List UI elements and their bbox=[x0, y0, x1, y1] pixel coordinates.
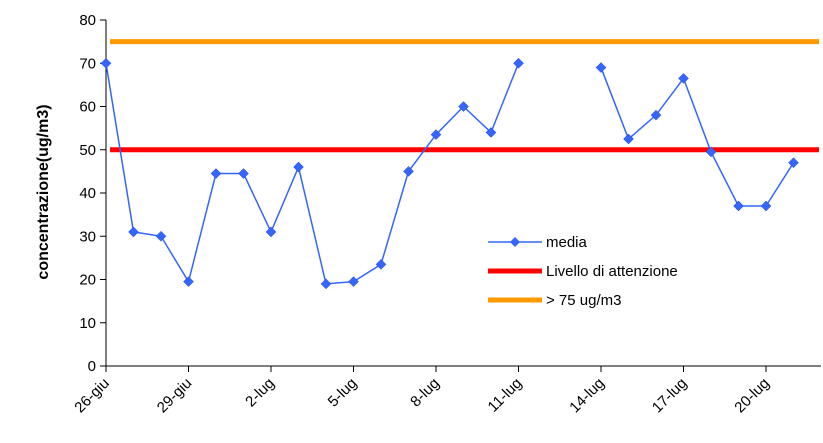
x-tick-label: 11-lug bbox=[485, 375, 526, 416]
data-point bbox=[265, 226, 277, 238]
y-tick-label: 60 bbox=[79, 99, 96, 116]
y-tick-label: 70 bbox=[79, 55, 96, 72]
data-point bbox=[320, 278, 332, 290]
data-point bbox=[458, 101, 469, 112]
data-point bbox=[595, 62, 607, 73]
data-point bbox=[183, 276, 194, 288]
data-point bbox=[348, 276, 359, 288]
legend: media Livello di attenzione > 75 ug/m3 bbox=[488, 234, 678, 309]
x-tick-label: 5-lug bbox=[325, 375, 361, 411]
y-axis: 0 10 20 30 40 50 60 70 80 bbox=[79, 12, 107, 375]
data-point bbox=[128, 226, 139, 238]
legend-label: > 75 ug/m3 bbox=[546, 292, 621, 309]
x-tick-label: 2-lug bbox=[242, 375, 278, 411]
y-tick-label: 80 bbox=[79, 12, 96, 29]
data-point bbox=[650, 109, 662, 121]
reference-lines bbox=[110, 39, 819, 153]
data-point bbox=[100, 57, 112, 69]
data-point bbox=[375, 259, 387, 270]
data-point bbox=[705, 146, 717, 158]
series-line-segment bbox=[105, 62, 520, 285]
legend-marker bbox=[510, 237, 520, 247]
y-tick-label: 0 bbox=[88, 358, 96, 375]
y-tick-label: 40 bbox=[79, 185, 96, 202]
x-tick-label: 14-lug bbox=[566, 375, 608, 417]
x-tick-label: 20-lug bbox=[731, 375, 773, 417]
y-tick-label: 50 bbox=[79, 142, 96, 159]
x-tick-label: 8-lug bbox=[407, 375, 443, 411]
data-point bbox=[760, 200, 772, 212]
data-point bbox=[788, 157, 799, 169]
x-tick-label: 17-lug bbox=[649, 375, 691, 417]
series-media bbox=[100, 57, 799, 290]
data-point bbox=[155, 230, 167, 242]
data-point bbox=[403, 166, 414, 177]
data-point bbox=[430, 129, 442, 140]
data-point bbox=[513, 57, 524, 69]
data-point bbox=[485, 127, 497, 138]
data-point bbox=[733, 200, 744, 212]
x-tick-label: 29-giu bbox=[154, 375, 196, 417]
data-point bbox=[678, 73, 689, 84]
data-point bbox=[623, 133, 634, 145]
y-tick-label: 30 bbox=[79, 228, 96, 245]
data-point bbox=[210, 168, 222, 179]
legend-label: media bbox=[546, 234, 588, 251]
data-point bbox=[238, 168, 249, 179]
x-tick-label: 26-giu bbox=[71, 375, 113, 417]
x-axis: 26-giu 29-giu 2-lug 5-lug 8-lug 11-lug 14-lug 1… bbox=[71, 365, 821, 417]
y-axis-title: concentrazione(ug/m3) bbox=[35, 104, 52, 279]
data-point bbox=[293, 161, 304, 173]
y-tick-label: 20 bbox=[79, 272, 96, 289]
legend-label: Livello di attenzione bbox=[546, 263, 678, 280]
y-tick-label: 10 bbox=[79, 315, 96, 332]
